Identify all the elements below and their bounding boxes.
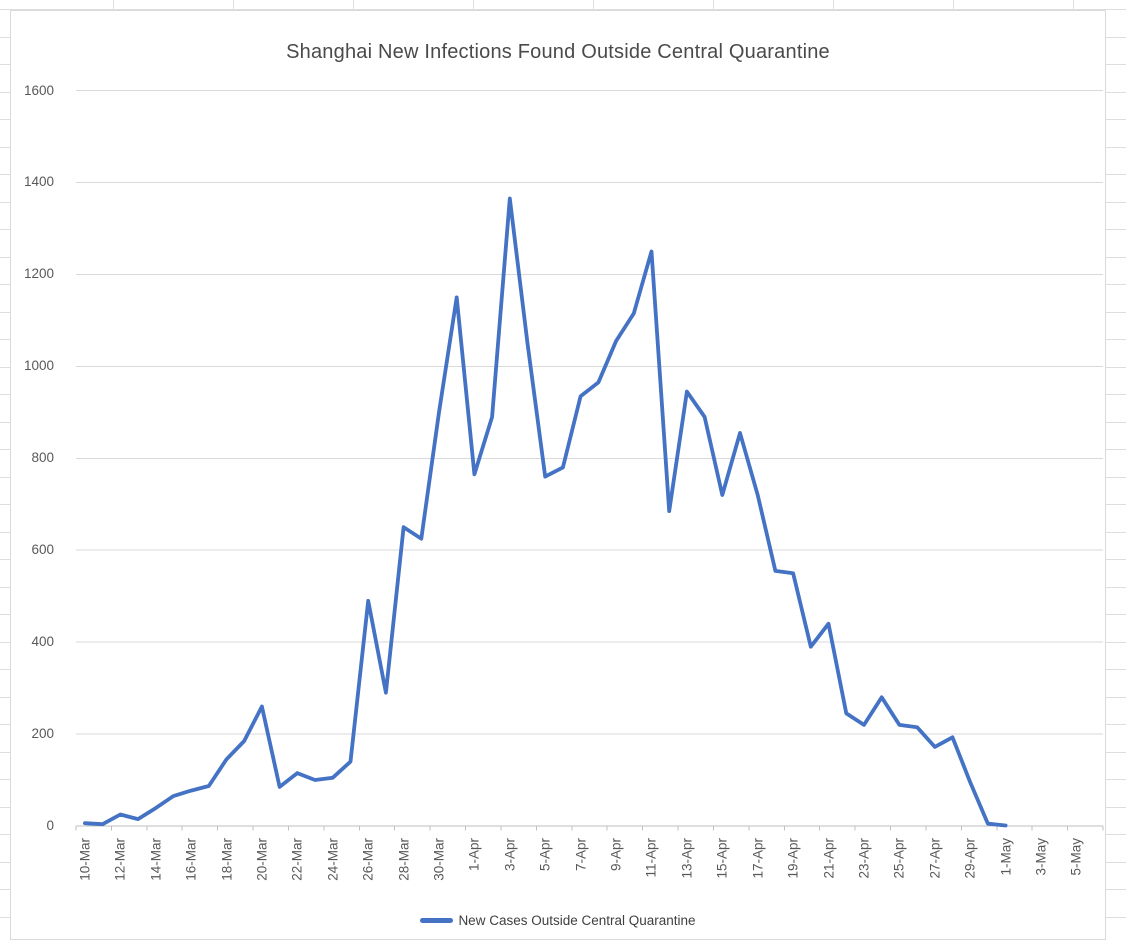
- chart[interactable]: Shanghai New Infections Found Outside Ce…: [10, 10, 1106, 940]
- x-axis-tick-label: 17-Apr: [750, 838, 766, 879]
- x-axis-tick-label: 29-Apr: [962, 838, 978, 879]
- x-axis-tick-label: 3-Apr: [502, 838, 518, 872]
- sheet-column-line: [113, 0, 114, 10]
- x-axis-tick-label: 20-Mar: [254, 838, 270, 881]
- y-axis-tick-label: 400: [31, 634, 54, 650]
- x-axis-tick-label: 10-Mar: [77, 838, 93, 881]
- x-axis-tick-label: 28-Mar: [396, 838, 412, 881]
- y-axis-tick-label: 1200: [23, 266, 54, 282]
- x-axis-tick-label: 1-May: [998, 838, 1014, 876]
- plot-area: [75, 90, 1104, 831]
- y-axis-tick-label: 200: [31, 726, 54, 742]
- x-axis-tick-label: 19-Apr: [785, 838, 801, 879]
- sheet-column-line: [233, 0, 234, 10]
- y-axis-tick-label: 1600: [23, 82, 54, 98]
- legend-line-marker: [420, 918, 454, 923]
- x-axis-tick-label: 13-Apr: [679, 838, 695, 879]
- sheet-column-line: [713, 0, 714, 10]
- x-axis-tick-label: 21-Apr: [821, 838, 837, 879]
- data-series-line[interactable]: [83, 196, 1008, 828]
- x-axis-tick-label: 11-Apr: [643, 838, 659, 878]
- y-axis-tick-label: 800: [31, 450, 54, 466]
- x-axis-tick-label: 15-Apr: [714, 838, 730, 879]
- x-axis-tick-label: 14-Mar: [148, 838, 164, 881]
- y-axis-tick-label: 1000: [23, 358, 54, 374]
- x-axis-tick-label: 16-Mar: [183, 838, 199, 881]
- legend-series-label: New Cases Outside Central Quarantine: [458, 913, 696, 928]
- sheet-row-line: [0, 9, 1126, 10]
- x-axis-tick-label: 7-Apr: [573, 838, 589, 872]
- x-axis-tick-label: 18-Mar: [219, 838, 234, 881]
- sheet-column-line: [1073, 0, 1074, 10]
- x-axis-tick-label: 25-Apr: [891, 838, 907, 879]
- x-axis-tick-label: 12-Mar: [112, 838, 128, 881]
- x-axis-tick-label: 26-Mar: [360, 838, 376, 881]
- x-axis-tick-label: 9-Apr: [608, 838, 624, 872]
- x-axis-tick-label: 3-May: [1033, 838, 1049, 876]
- sheet-column-line: [353, 0, 354, 10]
- x-axis-tick-label: 5-Apr: [537, 838, 553, 872]
- sheet-column-line: [473, 0, 474, 10]
- chart-title: Shanghai New Infections Found Outside Ce…: [286, 41, 830, 63]
- y-axis-tick-label: 1400: [23, 174, 54, 190]
- legend[interactable]: New Cases Outside Central Quarantine: [11, 913, 1105, 928]
- y-axis-tick-label: 0: [46, 818, 54, 833]
- sheet-column-line: [953, 0, 954, 10]
- x-axis-tick-label: 24-Mar: [325, 838, 341, 881]
- sheet-column-line: [593, 0, 594, 10]
- x-axis-tick-label: 30-Mar: [431, 838, 447, 881]
- x-axis-tick-label: 1-Apr: [466, 838, 482, 872]
- x-axis-tick-label: 22-Mar: [289, 838, 305, 881]
- x-axis-tick-label: 5-May: [1068, 838, 1084, 876]
- sheet-column-line: [833, 0, 834, 10]
- x-axis-tick-label: 27-Apr: [927, 838, 943, 879]
- y-axis-tick-label: 600: [31, 542, 54, 558]
- x-axis-tick-label: 23-Apr: [856, 838, 872, 879]
